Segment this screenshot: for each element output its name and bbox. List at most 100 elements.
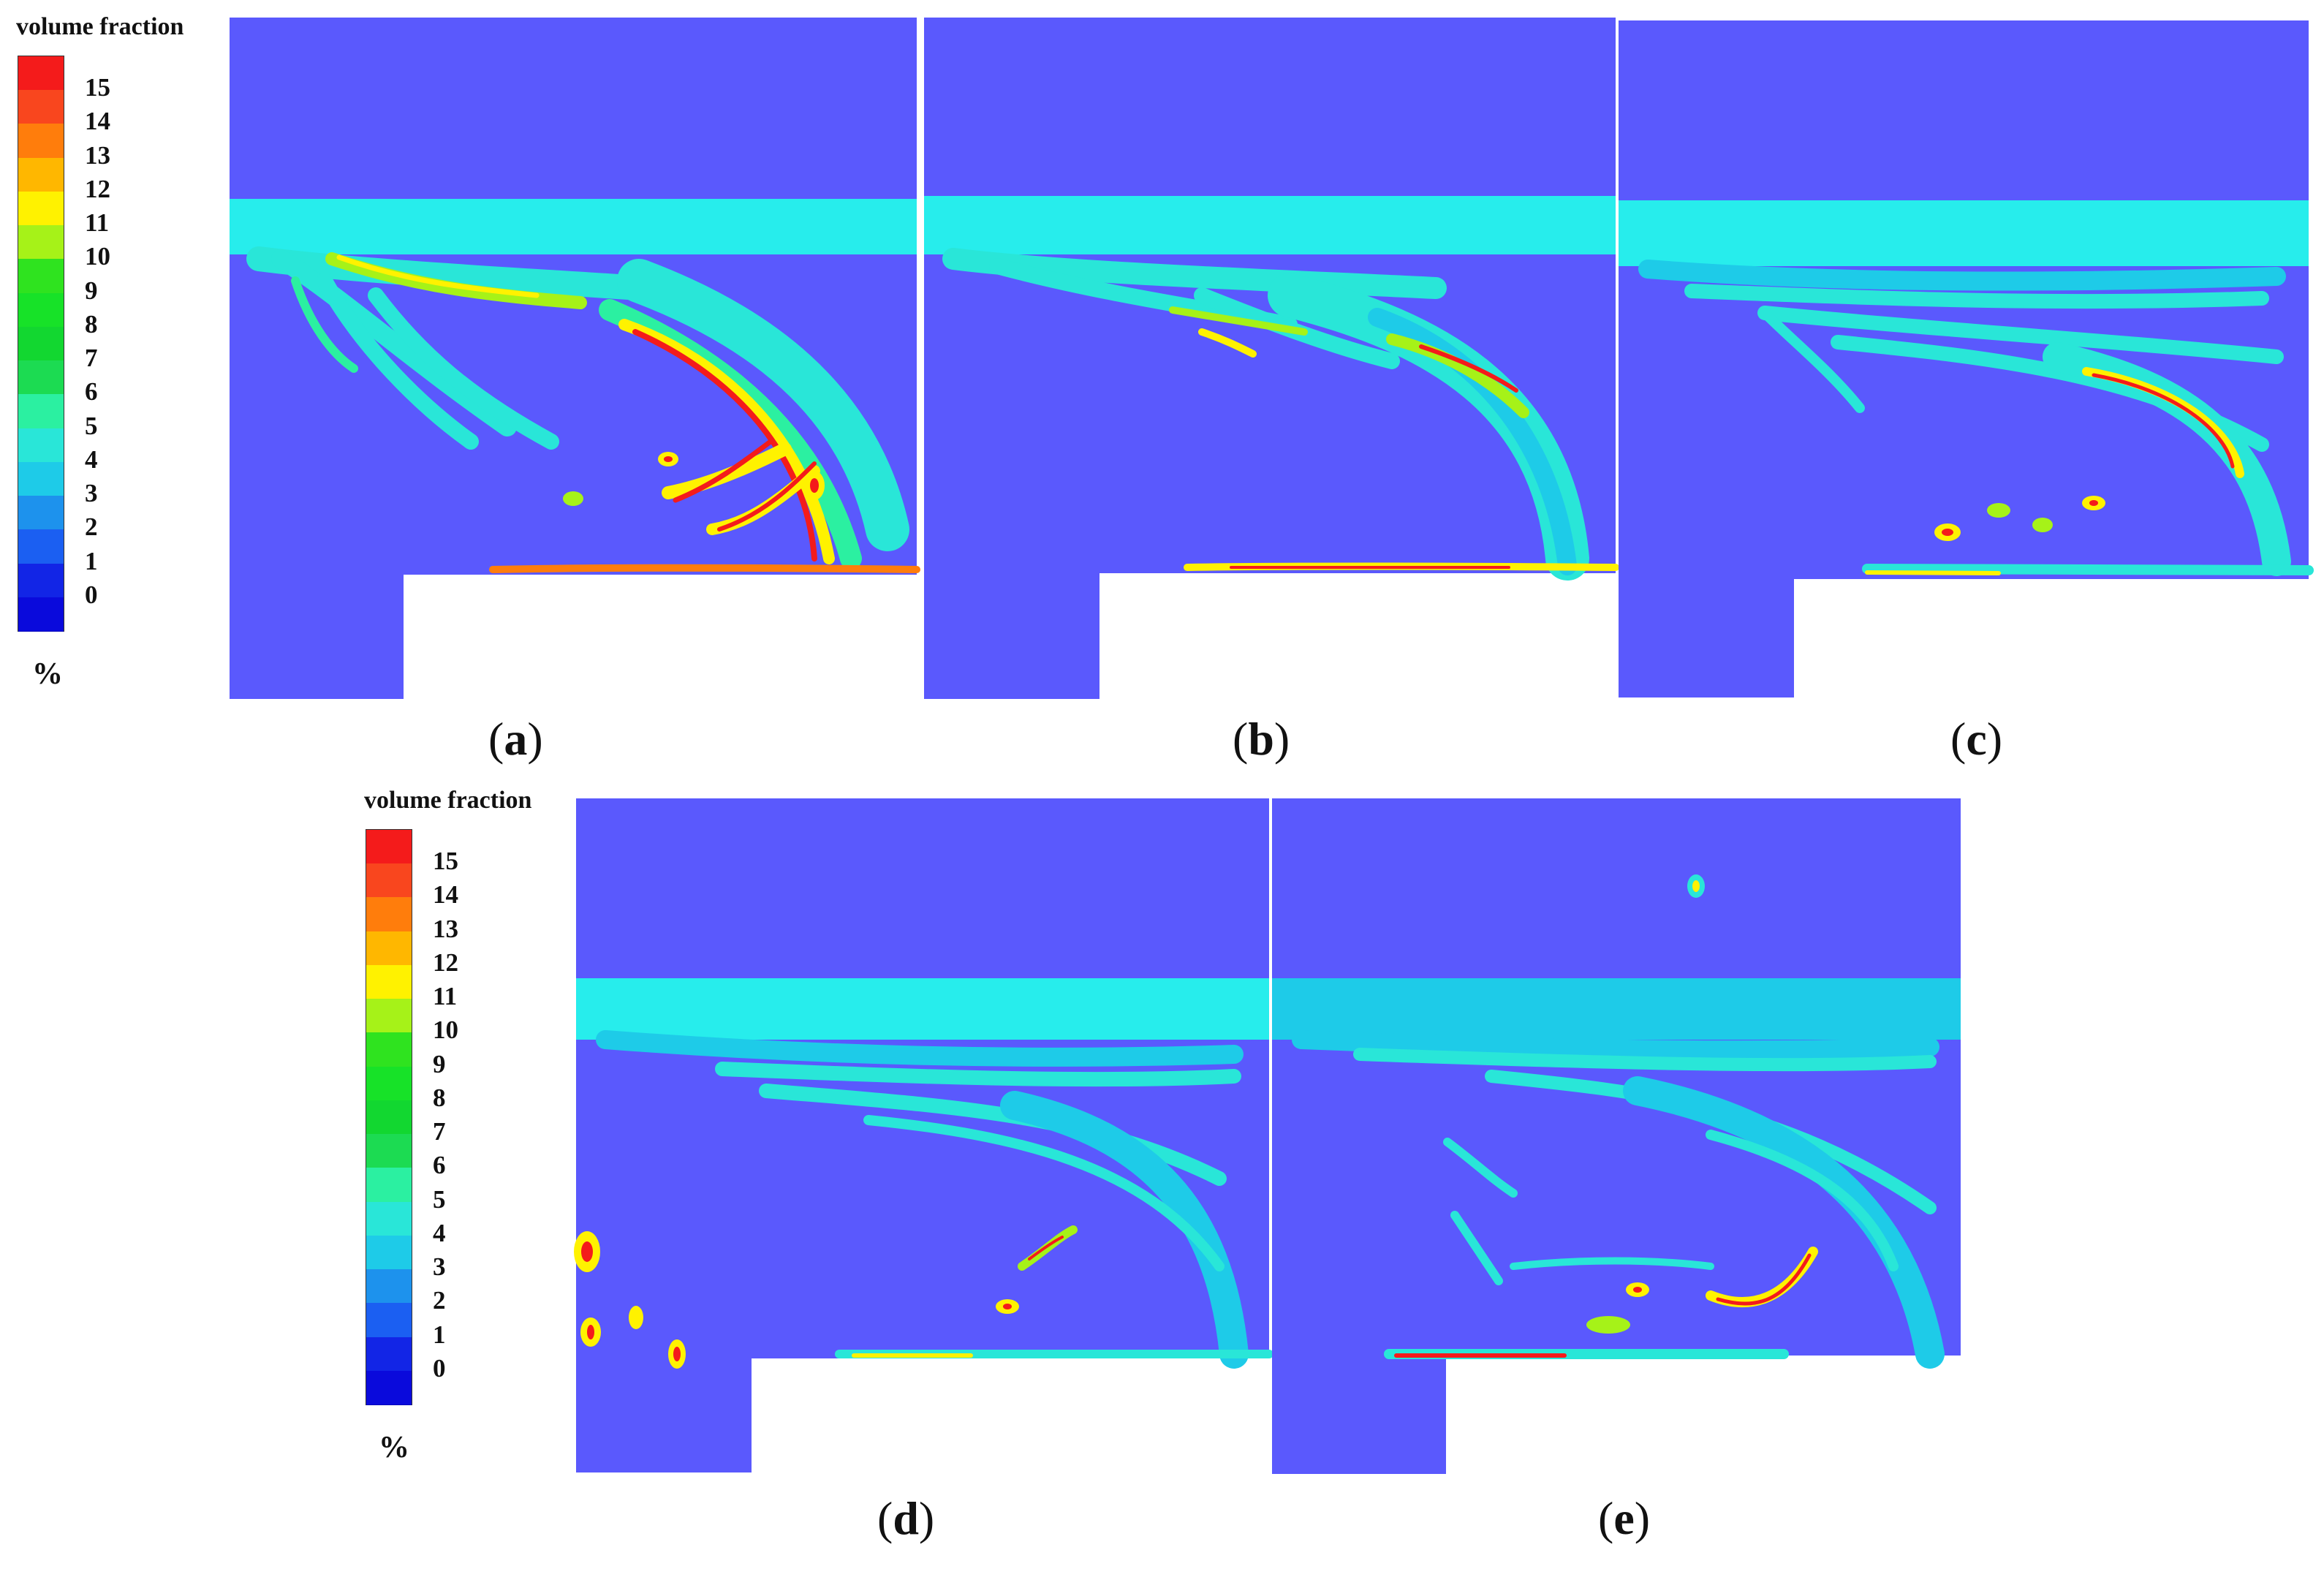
legend-swatch [18,360,64,396]
contour-panel-a [230,18,920,699]
caption-b: (b) [1233,713,1290,765]
legend-title: volume fraction [364,787,532,814]
plume-streaks [1292,1030,1945,1369]
legend-swatch [366,1168,412,1203]
hotspots [574,1231,1019,1369]
legend-swatch [366,897,412,932]
hotspots [1586,874,1705,1334]
inlet-jet-band [1619,200,2309,266]
legend-tick-label: 11 [433,982,458,1011]
legend-tick-label: 14 [433,880,458,910]
legend-swatch [366,1370,412,1405]
legend-swatch [366,931,412,966]
legend-swatch [18,461,64,497]
contour-panel-c [1619,20,2314,697]
hotspots [1934,496,2105,541]
legend-swatch [366,999,412,1034]
legend-tick-label: 12 [85,174,110,203]
legend-tick-label: 15 [85,73,110,102]
legend-swatch [366,1032,412,1067]
legend-tick-label: 0 [85,580,98,609]
legend-swatch [18,496,64,531]
legend-tick-label: 5 [433,1184,446,1214]
legend-tick-label: 7 [433,1117,446,1146]
legend-unit: % [379,1431,409,1464]
legend-tick-label: 1 [433,1320,446,1349]
legend-tick-label: 11 [85,208,110,238]
legend-swatch [366,863,412,899]
legend-swatch [366,830,412,865]
inlet-jet-band [576,978,1269,1040]
legend-tick-label: 5 [85,411,98,440]
legend-tick-label: 4 [85,445,98,474]
legend-swatch [18,56,64,91]
hotspots [563,452,825,506]
legend-swatch [366,1235,412,1271]
contour-panel-e [1272,798,1961,1474]
inlet-jet-band [924,196,1616,254]
legend-swatch [18,597,64,632]
legend-tick-label: 12 [433,948,458,977]
legend-swatch [18,90,64,125]
legend-unit: % [32,657,63,691]
legend-swatch [18,529,64,564]
legend-swatch [366,1134,412,1169]
legend-tick-label: 9 [433,1049,446,1078]
legend-tick-label: 1 [85,546,98,575]
legend-swatch [366,1066,412,1101]
legend-swatch [18,191,64,227]
plume-streaks [596,1030,1273,1369]
legend-swatch [18,563,64,598]
legend-tick-label: 3 [85,479,98,508]
contour-panel-d [574,798,1273,1472]
legend-tick-label: 6 [85,377,98,407]
legend-title: volume fraction [16,13,184,40]
legend-swatch [366,1269,412,1304]
legend-tick-label: 3 [433,1252,446,1282]
domain-background [230,18,917,699]
legend-tick-label: 13 [433,914,458,943]
legend-swatch [366,1337,412,1372]
domain-background [576,798,1269,1472]
legend-tick-label: 10 [433,1016,458,1045]
legend-tick-label: 6 [433,1151,446,1180]
inlet-jet-band [230,199,917,254]
plume-streaks [942,248,1619,581]
legend-tick-label: 15 [433,847,458,876]
caption-c: (c) [1950,713,2003,765]
legend-tick-label: 14 [85,107,110,136]
plume-streaks [1638,260,2314,576]
legend-tick-label: 7 [85,344,98,373]
legend-swatch [18,428,64,463]
legend-swatch [366,1201,412,1236]
legend-tick-label: 13 [85,140,110,170]
legend-swatch [18,326,64,362]
domain-background [924,18,1616,699]
legend-tick-label: 0 [433,1353,446,1383]
legend-tick-label: 2 [85,513,98,542]
caption-e: (e) [1598,1492,1651,1544]
domain-background [1272,798,1961,1474]
inlet-jet-band [1272,978,1961,1040]
legend-tick-label: 8 [85,309,98,339]
legend-colorbar [366,829,412,1405]
legend-tick-label: 4 [433,1218,446,1247]
caption-d: (d) [877,1492,935,1544]
legend-swatch [366,1303,412,1338]
plume-streaks [246,246,920,573]
legend-swatch [18,124,64,159]
legend-swatch [366,964,412,1000]
legend-swatch [18,157,64,192]
legend-colorbar [18,56,64,632]
legend-tick-label: 9 [85,276,98,305]
legend-swatch [18,259,64,294]
legend-swatch [18,394,64,429]
legend-swatch [18,292,64,328]
legend-tick-label: 8 [433,1083,446,1112]
legend-swatch [366,1100,412,1135]
legend-tick-label: 10 [85,242,110,271]
caption-a: (a) [488,713,543,765]
contour-panel-b [924,18,1619,699]
legend-tick-label: 2 [433,1286,446,1315]
legend-swatch [18,225,64,260]
